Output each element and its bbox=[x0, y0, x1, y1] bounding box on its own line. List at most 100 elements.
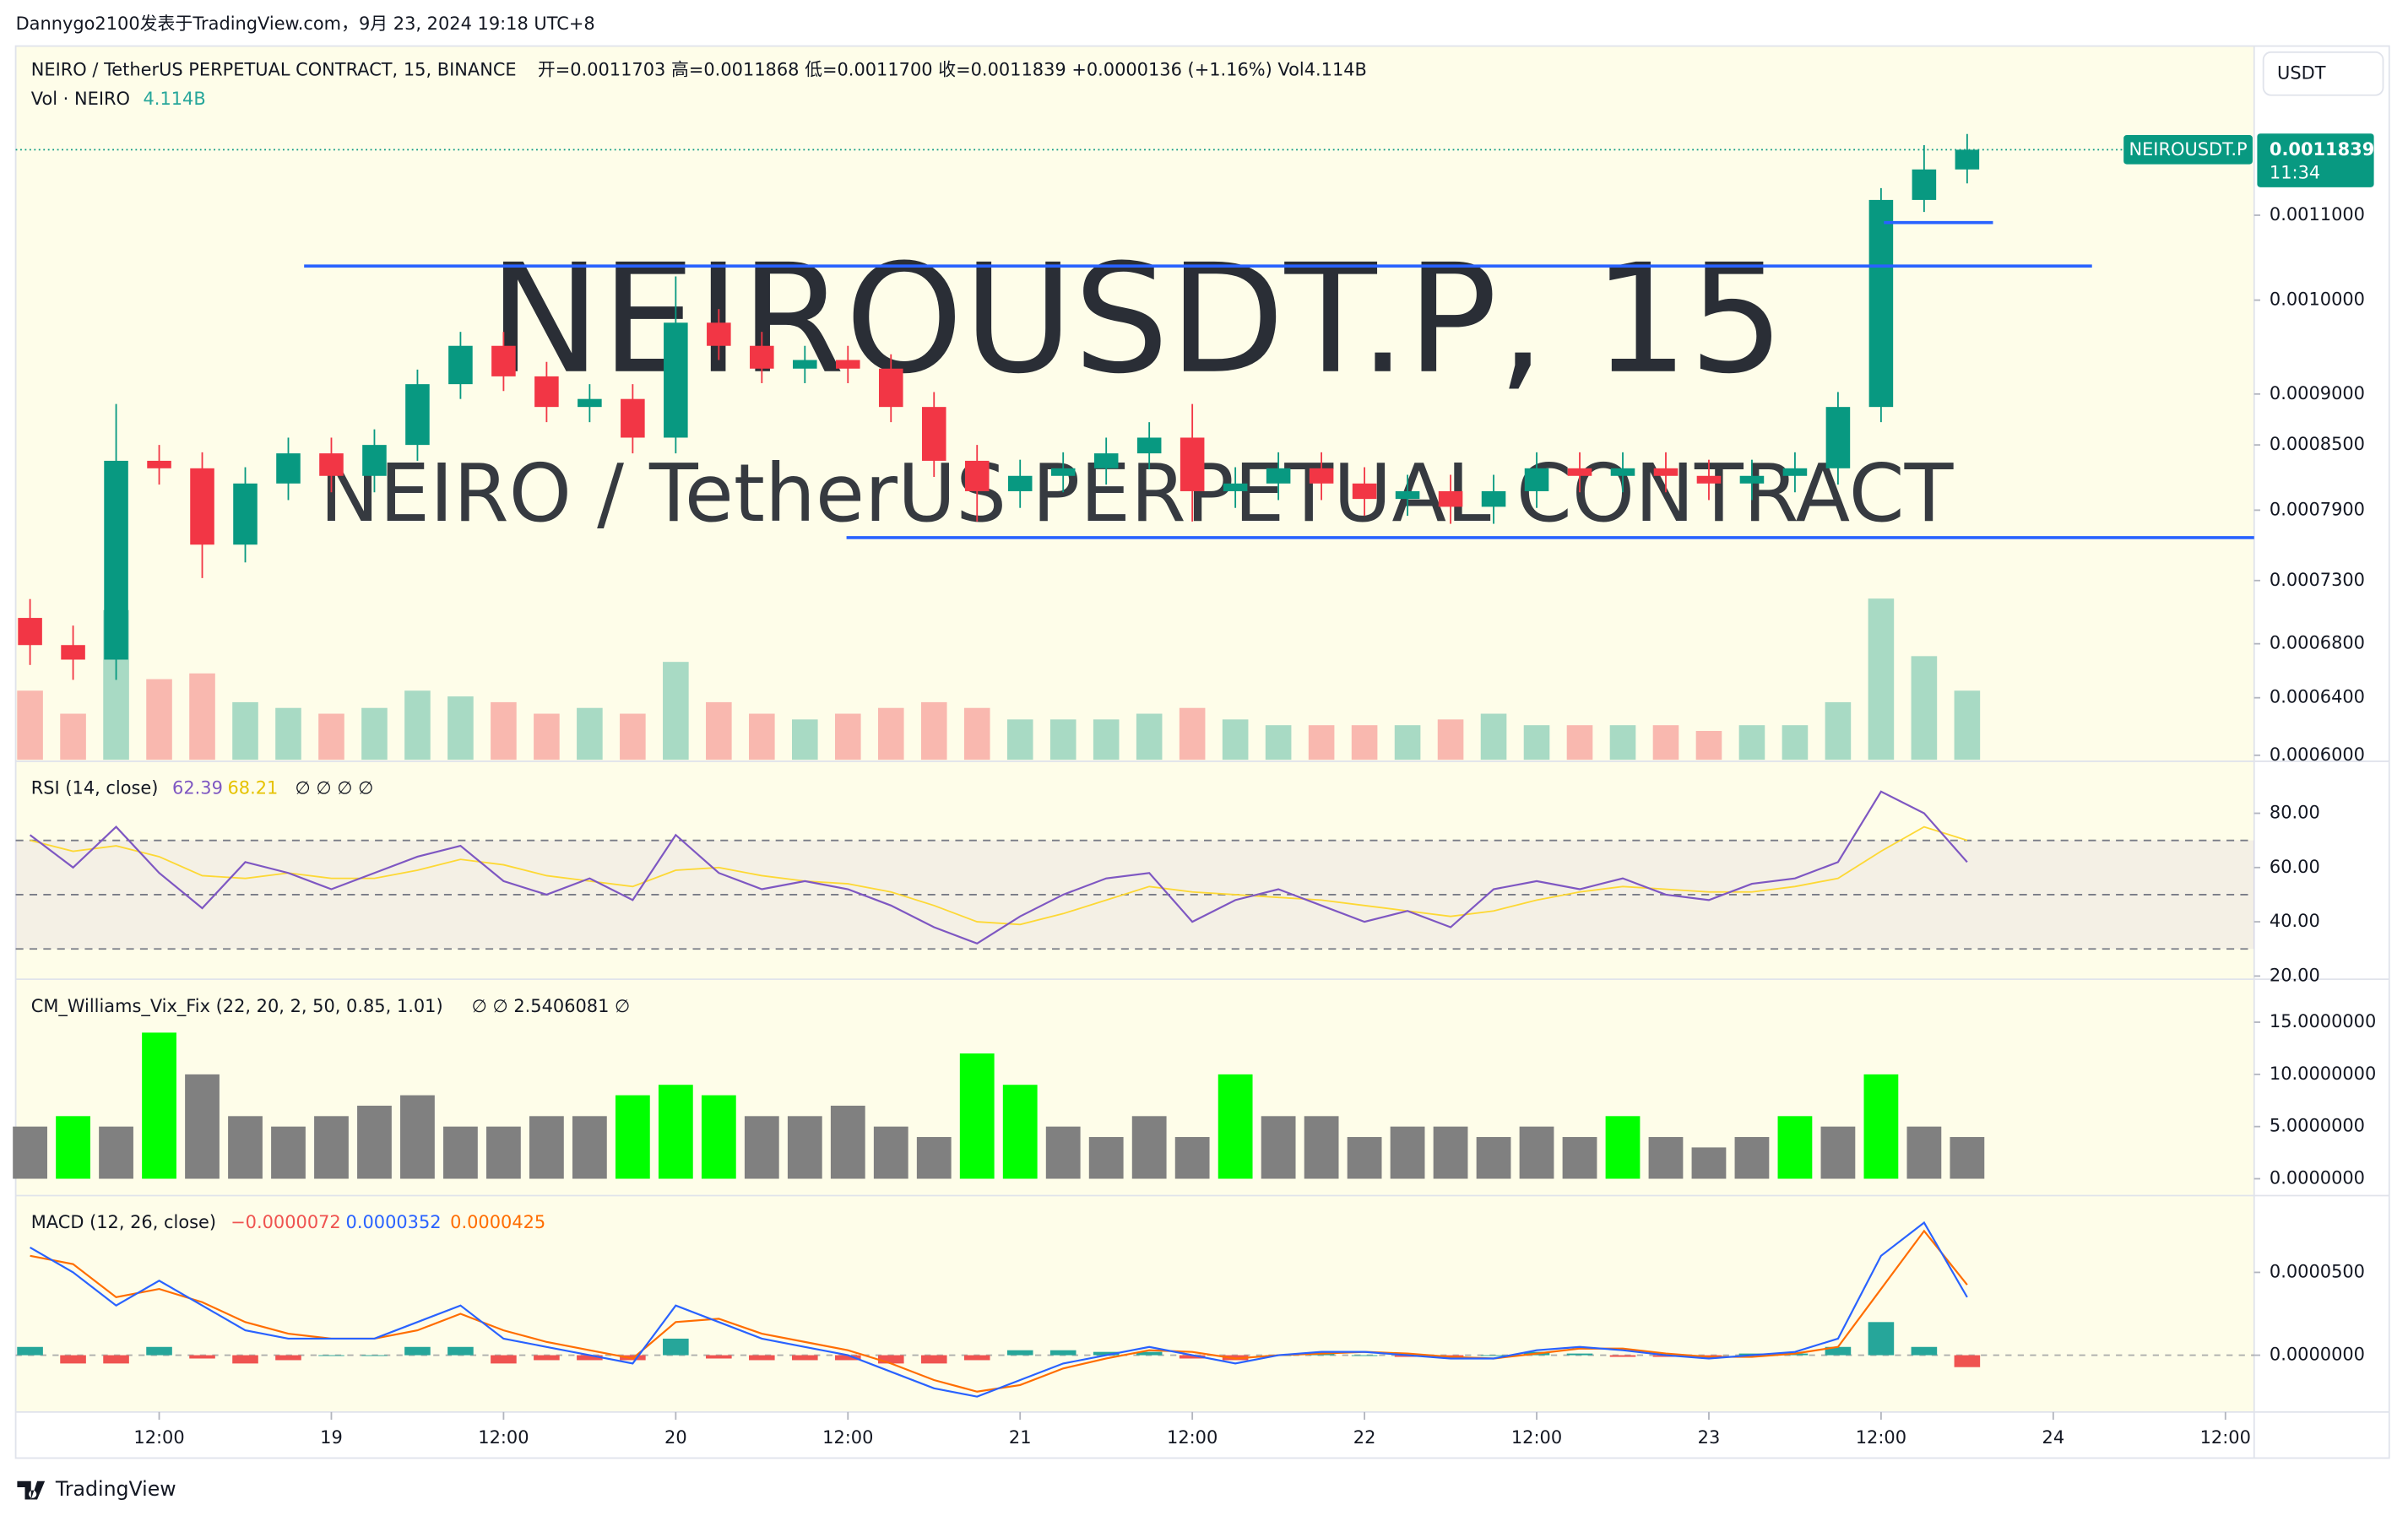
indicator-header: CM_Williams_Vix_Fix (22, 20, 2, 50, 0.85… bbox=[31, 996, 443, 1016]
symbol-tag-box bbox=[2123, 135, 2253, 165]
vix-bar bbox=[959, 1053, 995, 1179]
vix-bar bbox=[1950, 1137, 1985, 1179]
volume-bar bbox=[920, 701, 947, 760]
y-tick-label: 0.0011000 bbox=[2270, 204, 2365, 225]
volume-bar bbox=[361, 707, 388, 760]
vix-bar bbox=[1734, 1137, 1770, 1179]
candle-body bbox=[1352, 483, 1377, 500]
macd-histogram bbox=[447, 1346, 474, 1356]
y-tick-label: 0.0000500 bbox=[2270, 1261, 2365, 1281]
y-tick-label: 0.0000000 bbox=[2270, 1345, 2365, 1365]
candle-body bbox=[276, 453, 301, 484]
candle-body bbox=[836, 360, 860, 369]
volume-bar bbox=[663, 662, 689, 760]
last-price-label: 0.0011839 bbox=[2270, 139, 2374, 160]
volume-bar bbox=[834, 713, 861, 760]
candle-body bbox=[1309, 468, 1334, 484]
currency-label[interactable]: USDT bbox=[2277, 62, 2326, 83]
symbol-tag: NEIROUSDT.P bbox=[2129, 139, 2247, 160]
vix-bar bbox=[1261, 1116, 1296, 1179]
chart-frame bbox=[14, 45, 2390, 1459]
macd-histogram bbox=[1609, 1355, 1636, 1357]
volume-bar bbox=[1652, 725, 1679, 760]
indicator-header: ∅ ∅ ∅ ∅ bbox=[296, 778, 374, 798]
macd-histogram bbox=[189, 1355, 215, 1359]
macd-histogram bbox=[404, 1346, 431, 1356]
volume-label: Vol · NEIRO bbox=[31, 89, 130, 109]
volume-bar bbox=[1609, 725, 1636, 760]
macd-histogram bbox=[1049, 1350, 1077, 1356]
vix-bar bbox=[1218, 1074, 1253, 1179]
vix-bar bbox=[1347, 1137, 1382, 1179]
x-tick-label: 12:00 bbox=[1167, 1427, 1218, 1448]
y-tick-label: 5.0000000 bbox=[2270, 1116, 2365, 1136]
vix-bar bbox=[744, 1116, 779, 1179]
macd-histogram bbox=[60, 1355, 86, 1364]
volume-bar bbox=[404, 690, 431, 760]
indicator-header: 0.0000425 bbox=[450, 1212, 545, 1232]
volume-bar bbox=[17, 690, 43, 760]
author-line: Dannygo2100发表于TradingView.com，9月 23, 202… bbox=[16, 14, 595, 34]
vix-bar bbox=[1390, 1126, 1425, 1179]
candle-body bbox=[1180, 437, 1205, 491]
vix-bar bbox=[13, 1126, 47, 1179]
volume-bar bbox=[232, 701, 258, 760]
candle-body bbox=[1007, 475, 1033, 491]
volume-bar bbox=[1093, 719, 1120, 760]
vix-bar bbox=[400, 1095, 435, 1179]
candle-body bbox=[1955, 149, 1980, 170]
y-tick-label: 10.0000000 bbox=[2270, 1064, 2376, 1084]
volume-bar bbox=[1566, 725, 1593, 760]
vix-bar bbox=[142, 1032, 176, 1179]
volume-bar bbox=[447, 696, 474, 760]
y-tick-label: 0.0007300 bbox=[2270, 570, 2365, 590]
volume-bar bbox=[275, 707, 301, 760]
volume-bar bbox=[491, 701, 517, 760]
x-tick-label: 21 bbox=[1009, 1427, 1032, 1448]
ohlc-readout: 开=0.0011703 高=0.0011868 低=0.0011700 收=0.… bbox=[538, 60, 1367, 80]
vix-bar bbox=[529, 1116, 564, 1179]
watermark-symbol: NEIROUSDT.P, 15 bbox=[488, 233, 1784, 408]
candle-body bbox=[104, 460, 128, 660]
candle-body bbox=[1093, 453, 1119, 468]
vix-bar bbox=[1519, 1126, 1554, 1179]
volume-bar bbox=[1954, 690, 1981, 760]
candle-body bbox=[1438, 490, 1463, 507]
vix-bar bbox=[1088, 1137, 1124, 1179]
candle-body bbox=[750, 345, 774, 369]
volume-bar bbox=[1394, 725, 1421, 760]
candle-body bbox=[1395, 490, 1420, 500]
x-tick-label: 12:00 bbox=[133, 1427, 184, 1448]
volume-bar bbox=[1738, 725, 1765, 760]
candle-body bbox=[1481, 490, 1506, 507]
volume-bar bbox=[1782, 725, 1809, 760]
vix-bar bbox=[1906, 1126, 1942, 1179]
y-tick-label: 80.00 bbox=[2270, 803, 2320, 823]
vix-bar bbox=[1002, 1085, 1038, 1179]
y-tick-label: 0.0007900 bbox=[2270, 499, 2365, 519]
vix-bar bbox=[1304, 1116, 1339, 1179]
vix-bar bbox=[1562, 1137, 1597, 1179]
candle-body bbox=[362, 445, 387, 476]
currency-button[interactable] bbox=[2262, 51, 2384, 96]
candle-body bbox=[964, 460, 990, 491]
vix-bar bbox=[830, 1105, 865, 1179]
macd-histogram bbox=[834, 1355, 861, 1361]
macd-histogram bbox=[877, 1355, 904, 1364]
macd-histogram bbox=[275, 1355, 301, 1361]
vix-bar bbox=[486, 1126, 521, 1179]
macd-histogram bbox=[1179, 1355, 1206, 1359]
x-tick-label: 12:00 bbox=[2200, 1427, 2251, 1448]
y-tick-label: 60.00 bbox=[2270, 857, 2320, 877]
candle-body bbox=[1782, 468, 1808, 476]
volume-bar bbox=[1351, 725, 1378, 760]
vix-bar bbox=[1863, 1074, 1899, 1179]
candle-body bbox=[448, 345, 473, 385]
vix-bar bbox=[701, 1095, 736, 1179]
macd-histogram bbox=[103, 1355, 129, 1364]
vix-bar bbox=[916, 1137, 952, 1179]
candle-body bbox=[578, 398, 602, 408]
volume-bar bbox=[1480, 713, 1507, 760]
macd-histogram bbox=[1136, 1351, 1163, 1356]
